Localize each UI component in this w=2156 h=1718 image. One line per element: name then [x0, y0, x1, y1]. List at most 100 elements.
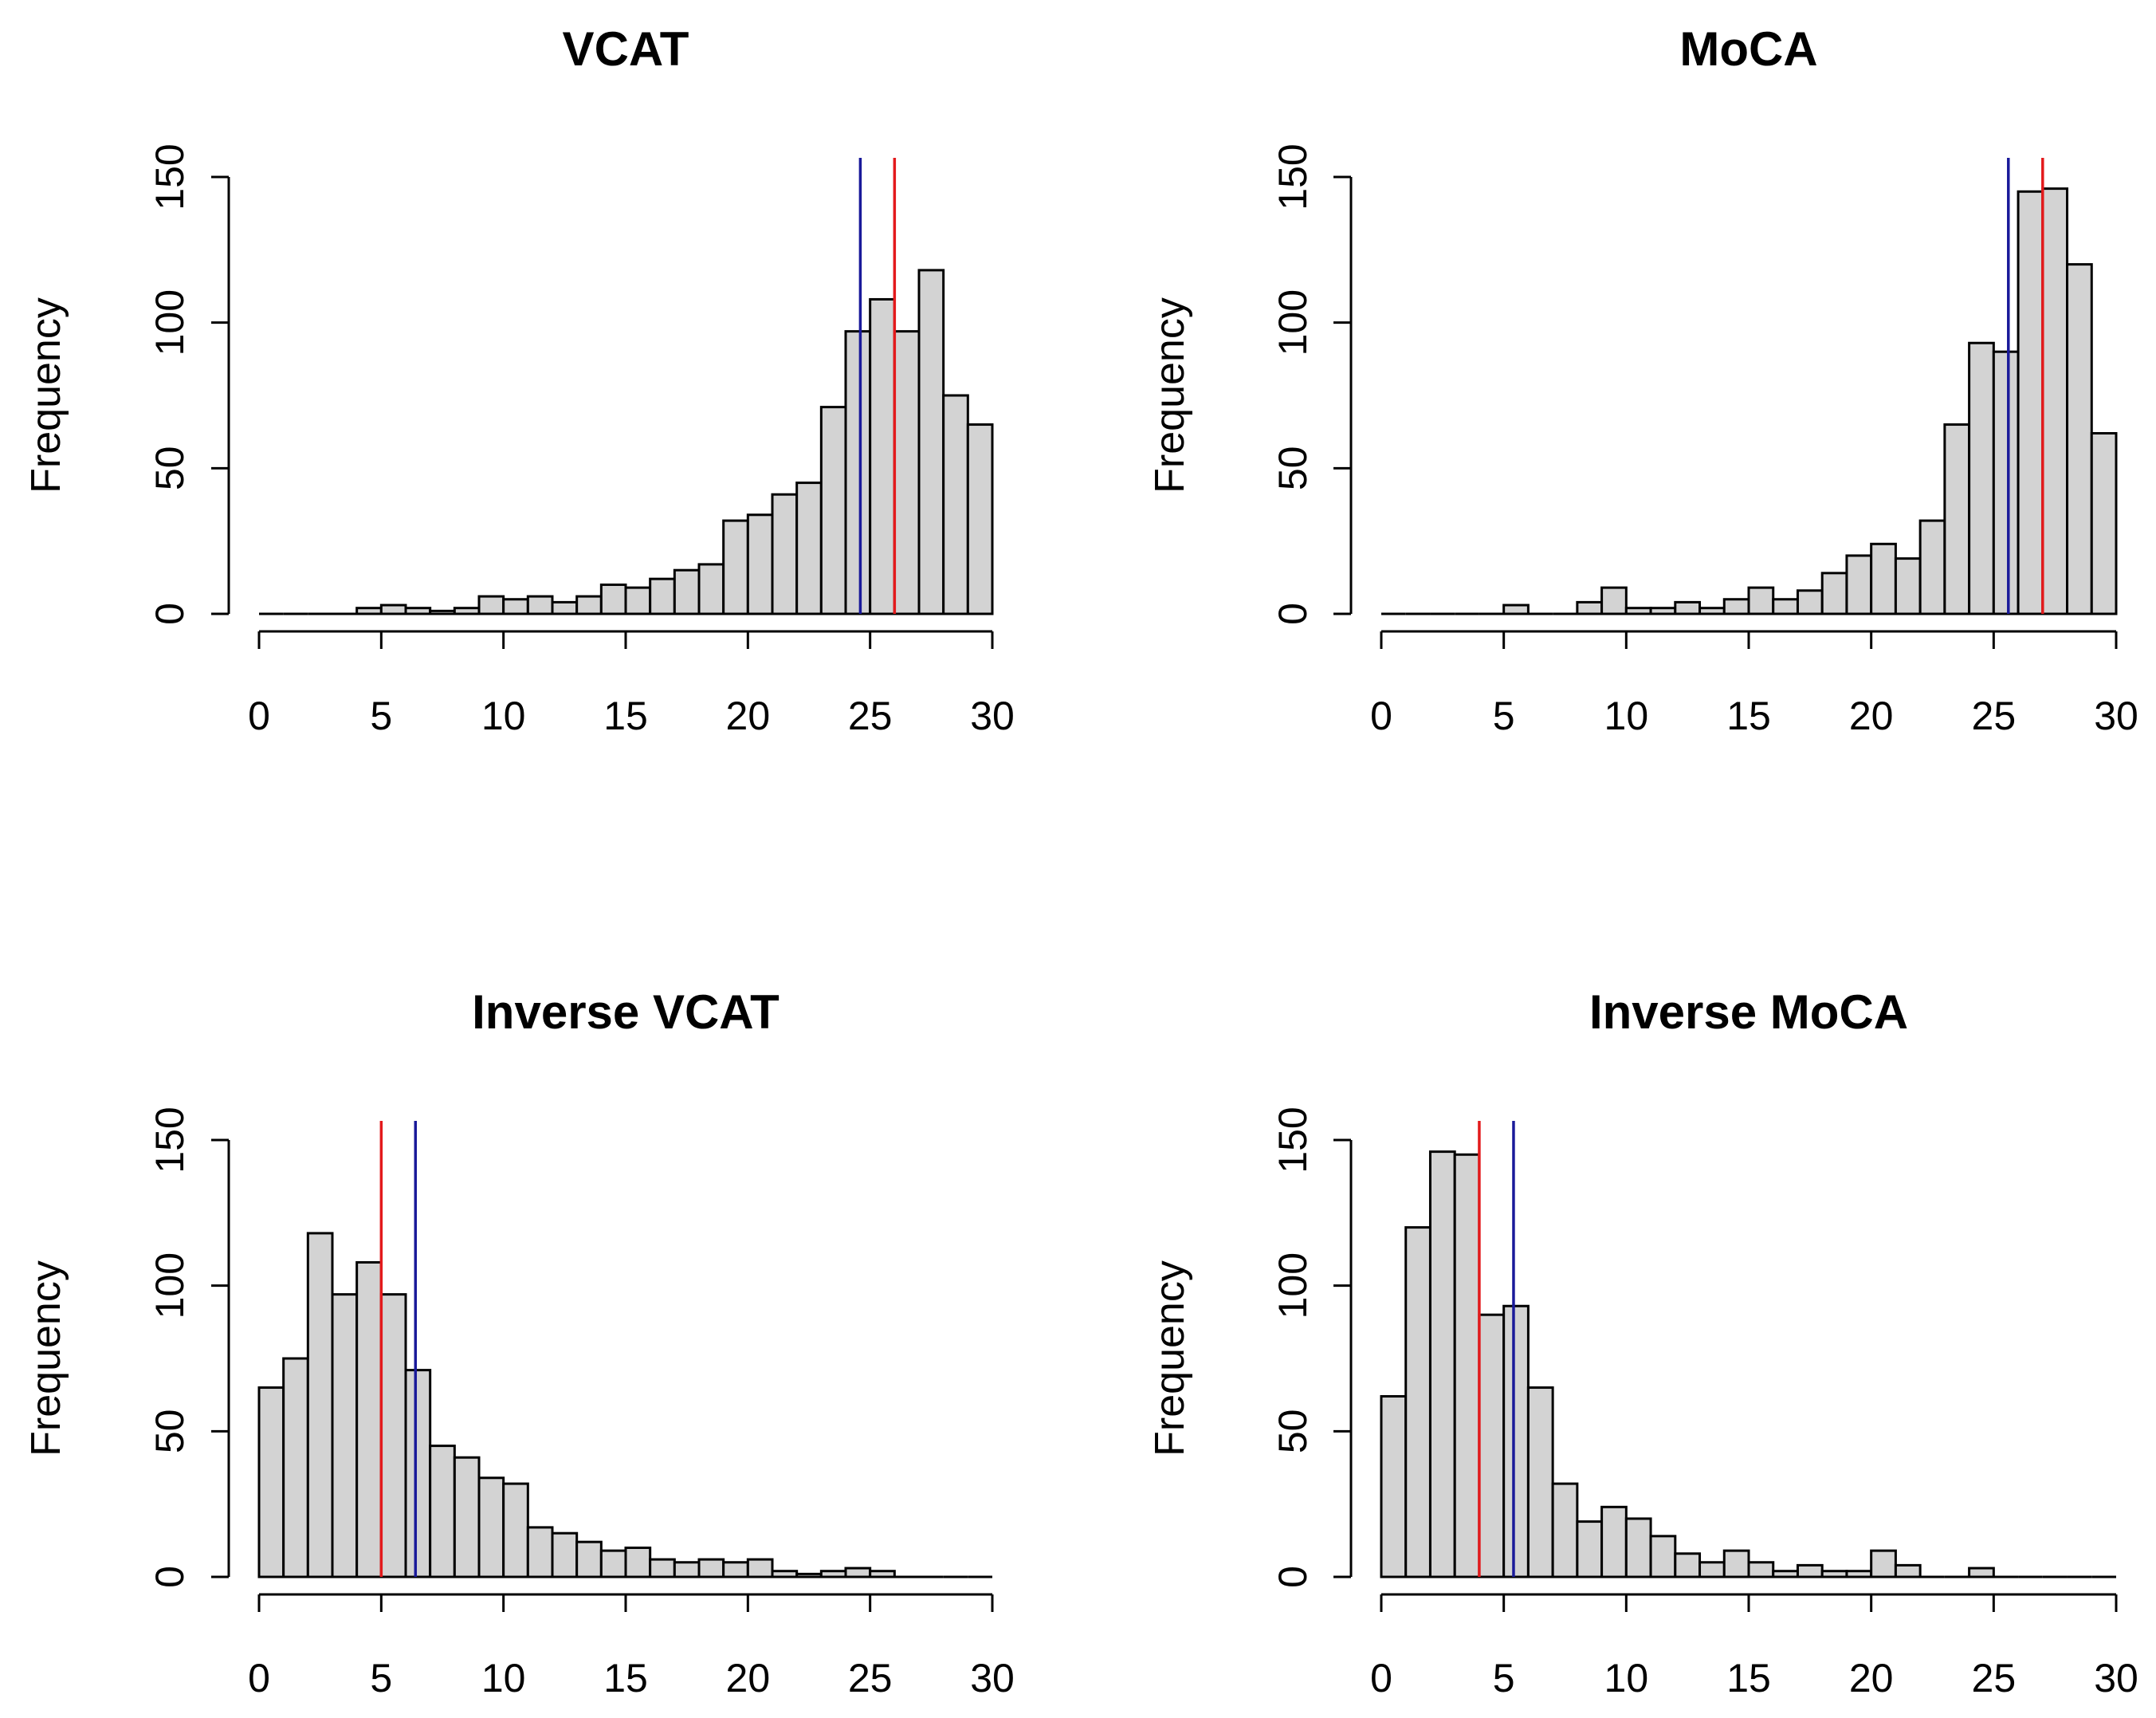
histogram-bar	[1992, 350, 2020, 615]
y-tick-label: 100	[147, 1252, 192, 1319]
histogram-bar	[1796, 1563, 1824, 1578]
histogram-bar	[1845, 554, 1873, 615]
chart-title: Inverse MoCA	[1589, 985, 1908, 1039]
chart-title: MoCA	[1679, 22, 1817, 76]
y-tick-label: 0	[147, 1566, 192, 1588]
y-axis-label: Frequency	[23, 297, 69, 493]
histogram-bar	[2066, 263, 2093, 615]
panel-inverse-vcat: Inverse VCAT 0 5 10 15 20 25 30 0 50 100 150 Frequen…	[23, 985, 1015, 1700]
x-tick-label: 30	[2094, 1656, 2138, 1700]
histogram-bar	[1502, 1304, 1530, 1578]
x-tick-label: 30	[2094, 694, 2138, 738]
histogram-bar	[942, 394, 969, 615]
panel-inverse-moca: Inverse MoCA 0 5 10 15 20 25 30 0 50 100 150 Frequen…	[1147, 985, 2138, 1700]
chart-title: Inverse VCAT	[472, 985, 780, 1039]
y-axis-label: Frequency	[1147, 297, 1193, 493]
histogram-bar	[1624, 1517, 1652, 1578]
histogram-bar	[379, 1293, 407, 1578]
histogram-bar	[1894, 1563, 1922, 1578]
histogram-bar	[746, 1558, 774, 1578]
histogram-bar	[404, 1369, 432, 1578]
histogram-bar	[966, 423, 994, 615]
y-axis-label: Frequency	[1147, 1260, 1193, 1457]
histogram-bar	[1502, 603, 1530, 615]
y-tick-label: 150	[147, 1107, 192, 1173]
x-tick-label: 20	[726, 694, 771, 738]
histogram-bar	[1747, 586, 1775, 615]
histogram-bar	[722, 1561, 749, 1578]
histogram-bar	[1453, 1153, 1481, 1578]
histogram-bar	[429, 609, 456, 615]
histogram-bar	[1968, 341, 1995, 615]
x-tick-label: 10	[481, 694, 526, 738]
y-tick-label: 150	[147, 143, 192, 210]
y-tick-label: 0	[1270, 1566, 1315, 1588]
histogram-bar	[771, 1570, 799, 1578]
histogram-bar	[795, 1572, 823, 1578]
histogram-bar	[2090, 431, 2118, 615]
x-tick-label: 5	[1493, 694, 1515, 738]
histogram-bar	[453, 1456, 481, 1578]
histogram-bar	[1918, 519, 1946, 615]
x-tick-label: 25	[1972, 694, 2017, 738]
histogram-bar	[1551, 1482, 1579, 1578]
histogram-bar	[526, 1526, 554, 1578]
x-tick-label: 15	[1726, 694, 1771, 738]
histogram-bar	[1747, 1561, 1775, 1578]
y-tick-label: 0	[147, 603, 192, 625]
histogram-bar	[844, 1567, 872, 1578]
histogram-bar	[355, 607, 383, 615]
histogram-bar	[477, 1476, 505, 1578]
y-tick-label: 50	[1270, 446, 1315, 491]
histogram-bar	[1526, 1386, 1554, 1578]
histogram-bar	[697, 1558, 725, 1578]
histogram-bar	[844, 330, 872, 615]
histogram-bar	[1772, 1570, 1799, 1578]
histogram-bar	[795, 482, 823, 615]
histogram-bar	[1943, 423, 1971, 615]
histogram-bar	[331, 1293, 359, 1578]
histogram-bar	[1698, 607, 1726, 615]
histogram-bar	[649, 577, 676, 615]
chart-title: VCAT	[563, 22, 689, 76]
x-tick-label: 15	[603, 694, 648, 738]
histogram-bar	[1380, 1394, 1408, 1578]
histogram-bar	[1674, 1552, 1702, 1578]
histogram-bar	[917, 269, 945, 615]
x-tick-label: 5	[1493, 1656, 1515, 1700]
histogram-bar	[1772, 598, 1799, 615]
x-tick-label: 5	[370, 694, 392, 738]
y-tick-label: 100	[1270, 1252, 1315, 1319]
histogram-bar	[673, 568, 701, 615]
histogram-bar	[819, 1570, 847, 1578]
histogram-bar	[1649, 607, 1677, 615]
histogram-bar	[1576, 1520, 1604, 1578]
panel-moca: MoCA 0 5 10 15 20 25 30 0 50 100 150 Frequency	[1147, 22, 2138, 738]
histogram-bar	[697, 563, 725, 615]
x-tick-label: 20	[1849, 1656, 1894, 1700]
histogram-bar	[649, 1558, 676, 1578]
x-tick-label: 0	[248, 1656, 270, 1700]
histogram-bar	[599, 1549, 627, 1578]
x-tick-label: 20	[726, 1656, 771, 1700]
y-tick-label: 50	[147, 1409, 192, 1454]
histogram-bar	[551, 1531, 579, 1578]
histogram-bar	[404, 607, 432, 615]
histogram-bar	[1600, 1505, 1628, 1578]
y-tick-label: 100	[1270, 289, 1315, 356]
histogram-bar	[1624, 607, 1652, 615]
histogram-bar	[1649, 1535, 1677, 1578]
y-axis-label: Frequency	[23, 1260, 69, 1457]
histogram-bar	[1428, 1150, 1456, 1578]
histogram-bar	[2041, 187, 2069, 615]
x-tick-label: 5	[370, 1656, 392, 1700]
x-tick-label: 15	[603, 1656, 648, 1700]
histogram-bar	[1576, 600, 1604, 615]
x-tick-label: 25	[848, 1656, 893, 1700]
histogram-bar	[624, 1546, 652, 1578]
histogram-bar	[1820, 572, 1848, 615]
histogram-bar	[746, 513, 774, 615]
histogram-bar	[1722, 1549, 1750, 1578]
histogram-bar	[526, 595, 554, 615]
